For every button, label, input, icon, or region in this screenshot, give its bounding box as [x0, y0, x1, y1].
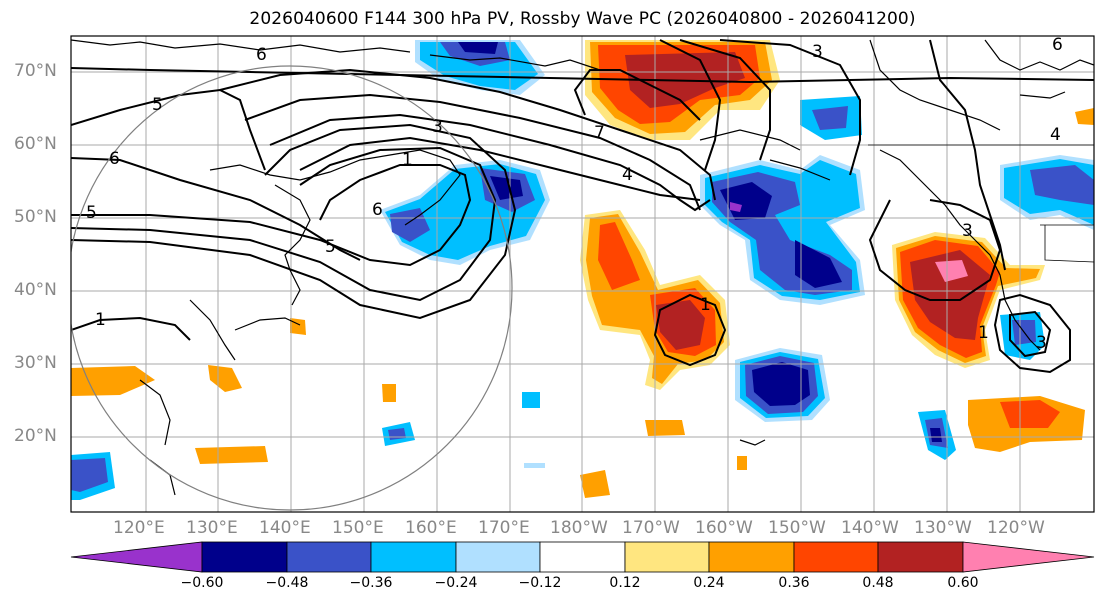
lon-label: 120°W — [987, 518, 1045, 538]
colorbar-segment — [624, 541, 710, 573]
contour-labels: 6 5 6 5 3 1 6 5 7 4 3 1 1 3 1 4 6 3 — [86, 35, 1063, 353]
contour-label: 1 — [978, 323, 989, 343]
colorbar-segment — [793, 541, 879, 573]
lon-label: 170°W — [622, 518, 680, 538]
lat-label: 70°N — [14, 61, 57, 81]
colorbar-tick: −0.48 — [265, 575, 309, 591]
contour-label: 4 — [1050, 125, 1061, 145]
colorbar-segment — [370, 541, 457, 573]
lat-label: 60°N — [14, 134, 57, 154]
contour-label: 3 — [812, 42, 823, 62]
colorbar-tick: 0.60 — [947, 575, 979, 591]
colorbar-segment — [455, 541, 541, 573]
colorbar-segment — [286, 541, 372, 573]
lon-label: 140°W — [841, 518, 899, 538]
contour-label: 6 — [109, 149, 120, 169]
contour-label: 7 — [594, 123, 605, 143]
colorbar-tick: −0.60 — [180, 575, 224, 591]
lon-label: 160°W — [695, 518, 753, 538]
contour-label: 3 — [432, 117, 443, 137]
contour-label: 5 — [152, 95, 163, 115]
contour-label: 3 — [1036, 333, 1047, 353]
lon-label: 150°E — [332, 518, 384, 538]
colorbar-tick: 0.24 — [693, 575, 725, 591]
lon-label: 160°E — [405, 518, 457, 538]
colorbar-tick: −0.24 — [434, 575, 478, 591]
contour-label: 3 — [962, 221, 973, 241]
contour-label: 1 — [700, 295, 711, 315]
colorbar-tick: 0.12 — [609, 575, 641, 591]
lon-label: 150°W — [768, 518, 826, 538]
colorbar — [70, 541, 1095, 573]
colorbar-tick: 0.48 — [862, 575, 894, 591]
lon-label: 130°W — [914, 518, 972, 538]
contour-label: 6 — [256, 45, 267, 65]
contour-label: 5 — [325, 237, 336, 257]
reference-circle — [71, 65, 513, 511]
negative-anomaly-subtropical — [71, 155, 1094, 500]
positive-anomaly-small — [71, 108, 1094, 498]
lon-label: 140°E — [259, 518, 311, 538]
chart-title: 2026040600 F144 300 hPa PV, Rossby Wave … — [249, 9, 916, 29]
positive-anomaly-north-pacific-high — [585, 40, 780, 140]
lon-label: 120°E — [113, 518, 165, 538]
contour-label: 1 — [402, 150, 413, 170]
contour-label: 1 — [95, 310, 106, 330]
colorbar-segment — [70, 541, 203, 573]
lat-label: 30°N — [14, 353, 57, 373]
coastlines — [71, 39, 1094, 496]
contour-label: 6 — [1052, 35, 1063, 55]
lon-label: 130°E — [186, 518, 238, 538]
colorbar-segment — [201, 541, 288, 573]
colorbar-tick: −0.36 — [349, 575, 393, 591]
contour-label: 6 — [372, 200, 383, 220]
colorbar-segment — [962, 541, 1095, 573]
colorbar-tick: −0.12 — [518, 575, 562, 591]
contour-label: 4 — [622, 165, 633, 185]
colorbar-segment — [708, 541, 795, 573]
lat-label: 50°N — [14, 207, 57, 227]
colorbar-segment — [539, 541, 626, 573]
negative-anomaly-north — [415, 40, 545, 95]
contour-label: 5 — [86, 203, 97, 223]
colorbar-segment — [877, 541, 964, 573]
lon-label: 180°W — [550, 518, 608, 538]
lon-label: 170°E — [478, 518, 530, 538]
pv-contours — [71, 39, 1094, 374]
negative-anomaly-bering — [700, 96, 865, 305]
colorbar-tick: 0.36 — [778, 575, 810, 591]
lat-label: 40°N — [14, 280, 57, 300]
lat-label: 20°N — [14, 426, 57, 446]
plot-frame — [70, 35, 1095, 513]
